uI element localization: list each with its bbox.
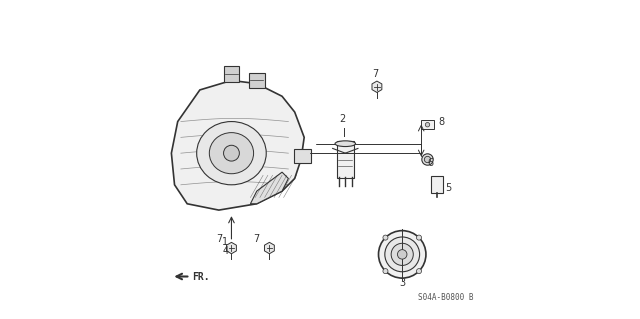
Text: S04A-B0800 B: S04A-B0800 B bbox=[418, 293, 474, 302]
FancyBboxPatch shape bbox=[431, 176, 444, 193]
Ellipse shape bbox=[335, 141, 356, 146]
Circle shape bbox=[422, 154, 433, 165]
Circle shape bbox=[424, 156, 431, 163]
Text: 7: 7 bbox=[253, 234, 260, 244]
Ellipse shape bbox=[209, 133, 253, 174]
Text: 6: 6 bbox=[428, 158, 434, 168]
FancyBboxPatch shape bbox=[337, 141, 354, 178]
Circle shape bbox=[391, 243, 413, 265]
Circle shape bbox=[417, 235, 422, 240]
FancyBboxPatch shape bbox=[223, 66, 239, 82]
Circle shape bbox=[378, 231, 426, 278]
Circle shape bbox=[223, 145, 239, 161]
Text: FR.: FR. bbox=[192, 271, 209, 281]
Text: 8: 8 bbox=[438, 117, 445, 127]
FancyBboxPatch shape bbox=[420, 120, 435, 129]
PathPatch shape bbox=[250, 172, 289, 204]
Text: 5: 5 bbox=[445, 183, 451, 193]
FancyBboxPatch shape bbox=[249, 72, 265, 88]
Polygon shape bbox=[372, 81, 382, 93]
Text: 7: 7 bbox=[216, 234, 222, 244]
Polygon shape bbox=[227, 242, 236, 254]
FancyBboxPatch shape bbox=[294, 149, 311, 163]
Text: 7: 7 bbox=[372, 69, 378, 79]
Circle shape bbox=[383, 235, 388, 240]
Text: 2: 2 bbox=[339, 114, 345, 123]
Text: 1: 1 bbox=[222, 237, 228, 247]
Text: 4: 4 bbox=[222, 246, 228, 256]
Circle shape bbox=[417, 269, 422, 274]
Circle shape bbox=[397, 250, 407, 259]
Polygon shape bbox=[264, 242, 275, 254]
Circle shape bbox=[426, 122, 429, 127]
Circle shape bbox=[385, 237, 420, 272]
Ellipse shape bbox=[196, 122, 266, 185]
PathPatch shape bbox=[172, 80, 304, 210]
Circle shape bbox=[383, 269, 388, 274]
Text: 3: 3 bbox=[399, 278, 405, 288]
